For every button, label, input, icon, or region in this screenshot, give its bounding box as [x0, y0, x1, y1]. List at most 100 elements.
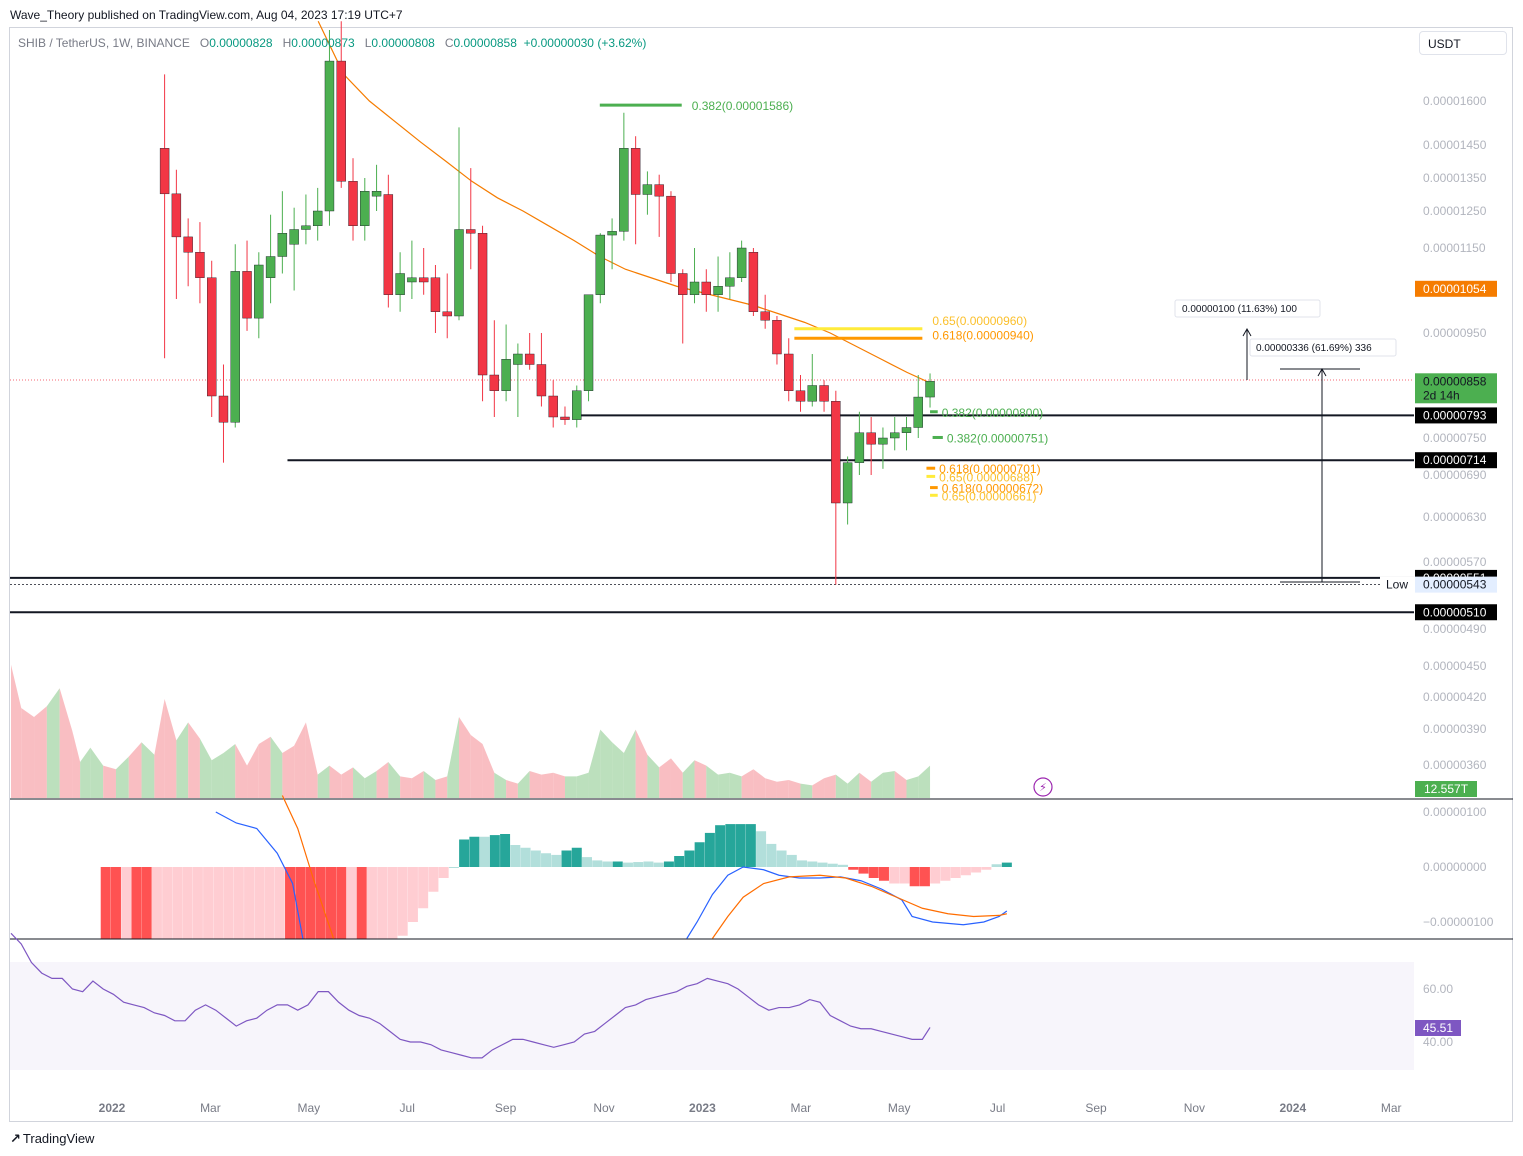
time-tick-label: Mar: [200, 1101, 221, 1115]
candle-up: [324, 60, 335, 212]
price-tick-label: 0.00000950: [1423, 326, 1487, 340]
candle-down: [536, 364, 547, 397]
candle-up: [725, 277, 735, 287]
rsi-line: [10, 932, 931, 1059]
volume-area-segment: [103, 765, 116, 798]
candle-up: [454, 229, 464, 317]
candle-up: [230, 271, 240, 423]
time-tick-label: May: [297, 1101, 320, 1115]
volume-area-segment: [46, 688, 60, 798]
macd-histogram-bar: [264, 867, 275, 939]
macd-histogram-bar: [100, 867, 111, 939]
fib-level-label: 0.65(0.00000688): [939, 470, 1034, 484]
macd-histogram-bar: [684, 850, 695, 867]
level-price-label: 0.00000793: [1423, 408, 1487, 422]
measure-arrow-small-head: [1242, 327, 1252, 337]
measure-arrow-large-head: [1317, 367, 1327, 377]
price-tick-label: 0.00000630: [1423, 510, 1487, 524]
macd-histogram-bar: [530, 850, 541, 867]
candle-down: [524, 353, 535, 365]
tradingview-logo[interactable]: ↗ TradingView: [10, 1131, 94, 1147]
candle-up: [901, 427, 912, 433]
candle-up: [254, 264, 264, 319]
price-tick-label: 0.00000750: [1423, 431, 1487, 445]
macd-histogram-bar: [653, 862, 664, 867]
attribution: Wave_Theory published on TradingView.com…: [10, 8, 403, 22]
macd-histogram-bar: [192, 867, 203, 939]
volume-area-segment: [115, 756, 129, 798]
ema-price-label-bg: [1415, 280, 1497, 297]
measure-box-small-text: 0.00000100 (11.63%) 100: [1182, 304, 1297, 315]
volume-area-segment: [600, 729, 613, 798]
volume-area-segment: [353, 767, 365, 798]
volume-area-segment: [859, 772, 872, 798]
volume-area-segment: [635, 729, 648, 798]
price-tick-label: 0.00001350: [1423, 171, 1487, 185]
candle-up: [619, 148, 629, 232]
volume-area-segment: [400, 776, 412, 798]
candle-up: [890, 432, 900, 439]
volume-area-segment: [411, 771, 424, 798]
macd-histogram-bar: [838, 864, 848, 867]
macd-histogram-bar: [520, 847, 531, 867]
volume-area-segment: [305, 722, 318, 798]
candle-down: [784, 353, 794, 391]
legend-close-label: C: [444, 36, 454, 50]
volume-last-label: 12.557T: [1424, 782, 1469, 796]
volume-area-segment: [128, 742, 142, 798]
rsi-tick-label: 60.00: [1423, 982, 1453, 996]
legend-symbol[interactable]: SHIB / TetherUS, 1W, BINANCE: [18, 36, 190, 50]
volume-area-segment: [470, 735, 483, 798]
volume-area-segment: [164, 699, 177, 798]
price-tick-label: 0.00000360: [1423, 758, 1487, 772]
legend-high-label: H: [282, 36, 292, 50]
macd-histogram-bar: [735, 824, 746, 867]
rsi-tick-label: 40.00: [1423, 1035, 1453, 1049]
candle-down: [336, 60, 346, 182]
volume-area-segment: [247, 744, 259, 798]
macd-histogram-bar: [725, 824, 736, 867]
macd-histogram-bar: [141, 867, 152, 939]
macd-histogram-bar: [510, 845, 521, 867]
candle-up: [371, 190, 382, 197]
macd-histogram-bar: [909, 867, 920, 887]
candle-up: [854, 432, 865, 463]
macd-histogram-bar: [582, 857, 592, 867]
price-tick-label: 0.00001450: [1423, 138, 1487, 152]
volume-area-segment: [329, 765, 342, 798]
macd-histogram-bar: [305, 867, 316, 939]
candle-up: [395, 273, 405, 295]
time-tick-label: Sep: [1085, 1101, 1107, 1115]
ema-price-label: 0.00001054: [1423, 282, 1487, 296]
volume-area-segment: [141, 742, 155, 798]
volume-area-segment: [506, 780, 518, 798]
legend-open-label: O: [199, 36, 210, 50]
macd-histogram-bar: [807, 861, 818, 867]
macd-histogram-bar: [960, 867, 971, 876]
macd-histogram-bar: [704, 832, 715, 867]
macd-histogram-bar: [663, 861, 674, 867]
level-price-label-bg: [1415, 407, 1497, 424]
macd-line: [215, 811, 304, 939]
macd-tick-label: 0.00000100: [1423, 805, 1487, 819]
macd-histogram-bar: [797, 860, 808, 867]
macd-histogram-bar: [981, 867, 992, 870]
volume-area-segment: [729, 772, 742, 798]
volume-area-segment: [776, 780, 789, 798]
volume-area-segment: [906, 776, 919, 798]
volume-area-segment: [882, 771, 895, 798]
currency-button[interactable]: USDT: [1419, 31, 1507, 55]
candle-up: [642, 184, 653, 195]
candle-up: [501, 359, 511, 391]
macd-histogram-bar: [889, 867, 900, 884]
macd-histogram-bar: [848, 867, 859, 870]
macd-histogram-bar: [756, 831, 767, 867]
time-tick-label: Mar: [790, 1101, 811, 1115]
macd-signal-line: [281, 795, 335, 939]
macd-histogram-bar: [561, 850, 572, 867]
tradingview-logo-text: TradingView: [22, 1131, 95, 1146]
macd-histogram-bar: [397, 867, 408, 936]
volume-area-segment: [80, 747, 91, 798]
macd-histogram-bar: [377, 867, 388, 939]
